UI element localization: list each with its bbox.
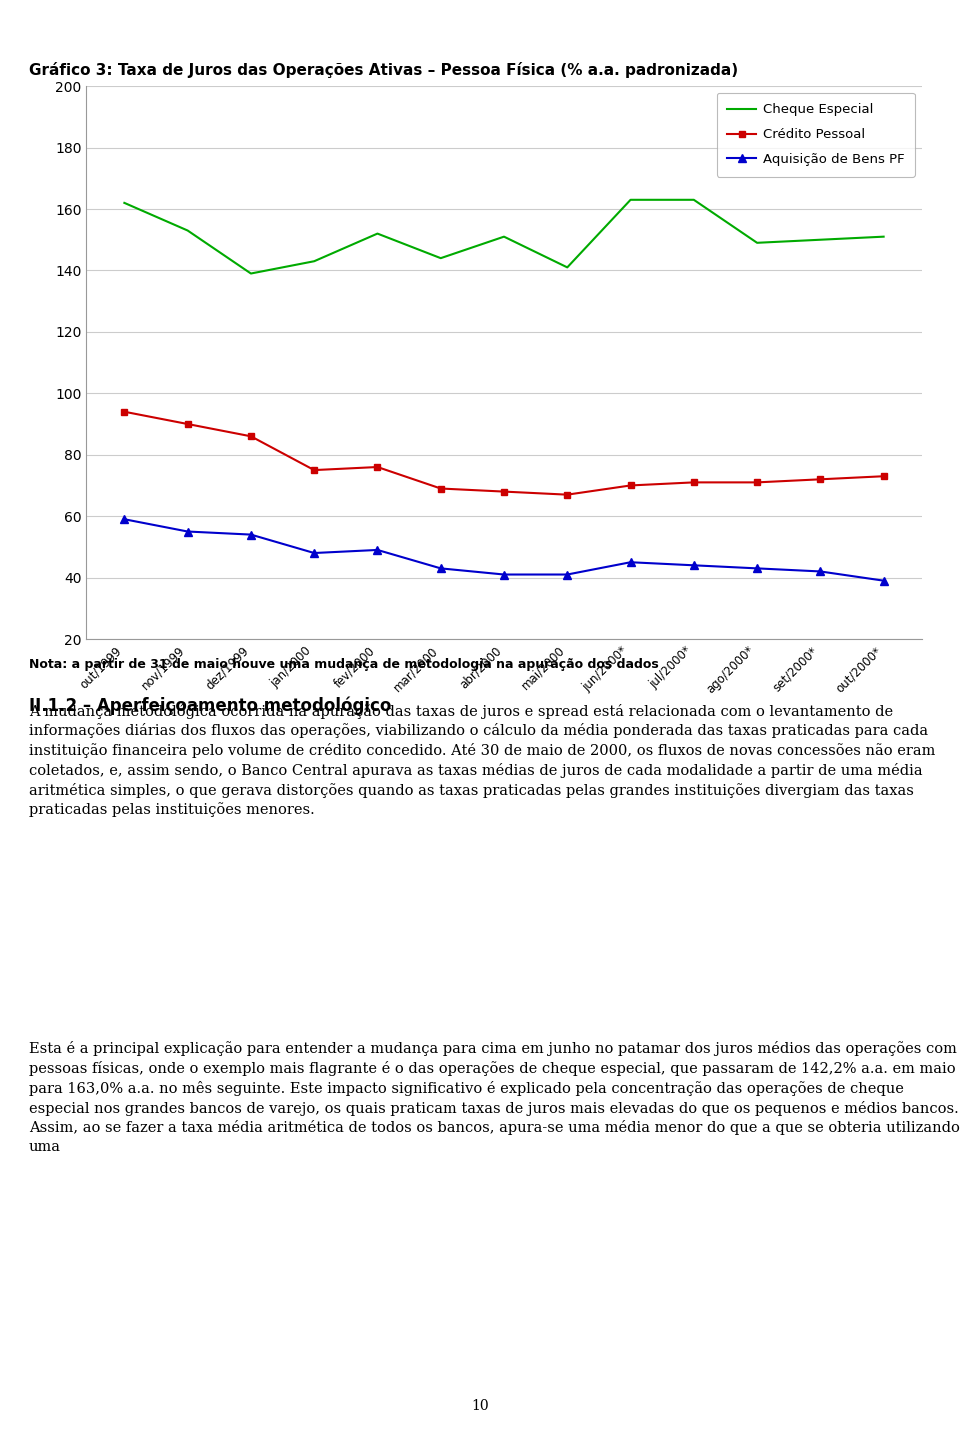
- Text: Esta é a principal explicação para entender a mudança para cima em junho no pata: Esta é a principal explicação para enten…: [29, 1041, 960, 1153]
- Text: 10: 10: [471, 1399, 489, 1413]
- Text: II.1.2 – Aperfeiçoamento metodológico: II.1.2 – Aperfeiçoamento metodológico: [29, 696, 391, 715]
- Legend: Cheque Especial, Crédito Pessoal, Aquisição de Bens PF: Cheque Especial, Crédito Pessoal, Aquisi…: [717, 93, 915, 177]
- Text: A mudança metodológica ocorrida na apuração das taxas de juros e spread está rel: A mudança metodológica ocorrida na apura…: [29, 704, 935, 817]
- Text: Nota: a partir de 31 de maio houve uma mudança de metodologia na apuração dos da: Nota: a partir de 31 de maio houve uma m…: [29, 658, 659, 671]
- Text: Gráfico 3: Taxa de Juros das Operações Ativas – Pessoa Física (% a.a. padronizad: Gráfico 3: Taxa de Juros das Operações A…: [29, 62, 738, 78]
